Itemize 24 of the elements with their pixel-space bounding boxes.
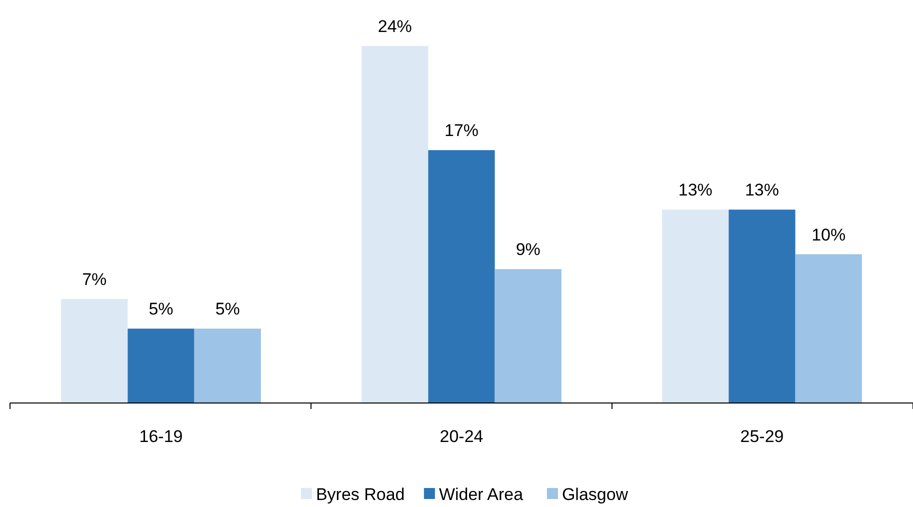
data-label: 5% [148,300,174,319]
data-label: 13% [744,180,780,200]
data-label: 24% [378,17,412,36]
data-label: 13% [678,180,712,200]
data-label: 7% [82,270,107,289]
bar [194,328,261,403]
x-tick-label: 16-19 [139,427,183,446]
bar [662,210,729,403]
bar [362,46,428,403]
data-label: 17% [444,121,479,140]
bar [128,328,194,403]
bar [61,298,128,403]
legend-label: Byres Road [316,485,405,504]
legend-label: Wider Area [438,485,524,504]
data-label: 5% [215,300,240,319]
bar [728,210,796,403]
bar [795,254,862,403]
legend-label: Glasgow [562,485,629,504]
bar [494,269,562,403]
x-tick-label: 20-24 [440,427,484,446]
data-label: 10% [812,225,846,244]
data-label: 9% [516,240,540,260]
x-tick-label: 25-29 [740,427,784,446]
bar [428,150,495,403]
